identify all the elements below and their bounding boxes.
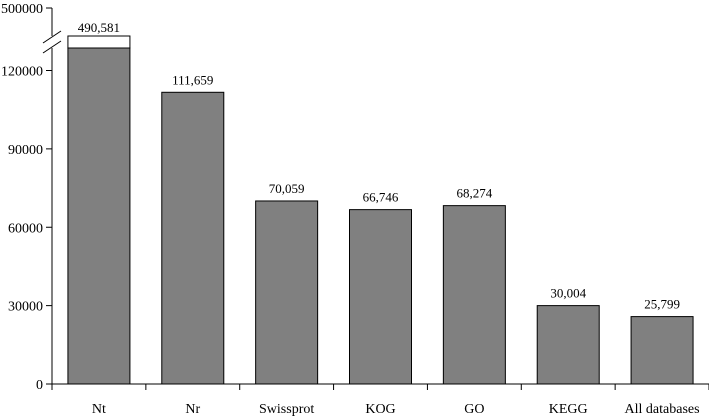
bar	[255, 200, 319, 385]
data-label: 111,659	[172, 72, 213, 87]
data-label: 490,581	[78, 20, 120, 35]
data-label: 66,746	[363, 190, 399, 205]
data-label: 70,059	[269, 181, 305, 196]
bar	[442, 205, 506, 385]
y-tick-label: 30000	[8, 300, 43, 315]
data-label: 68,274	[456, 186, 492, 201]
axis-break-mark	[42, 40, 62, 54]
y-tick-label: 90000	[8, 143, 43, 158]
bars	[67, 35, 694, 385]
data-label: 30,004	[550, 286, 586, 301]
category-label: Nt	[92, 402, 106, 417]
category-label: Nr	[185, 402, 200, 417]
bar	[630, 316, 694, 385]
category-label: All databases	[625, 402, 700, 417]
bar	[161, 91, 225, 385]
y-tick-label: 120000	[1, 65, 43, 80]
category-label: GO	[464, 402, 484, 417]
bar-break-gap	[67, 35, 131, 49]
category-label: KEGG	[549, 402, 588, 417]
axis-break-mark	[42, 30, 62, 44]
y-tick-label: 500000	[1, 2, 43, 17]
y-tick-label: 0	[36, 378, 43, 393]
bar	[349, 209, 412, 385]
bar	[536, 305, 600, 385]
data-label: 25,799	[644, 297, 680, 312]
category-label: KOG	[365, 402, 395, 417]
category-label: Swissprot	[259, 402, 314, 417]
bar	[67, 47, 131, 385]
y-tick-label: 60000	[8, 221, 43, 236]
